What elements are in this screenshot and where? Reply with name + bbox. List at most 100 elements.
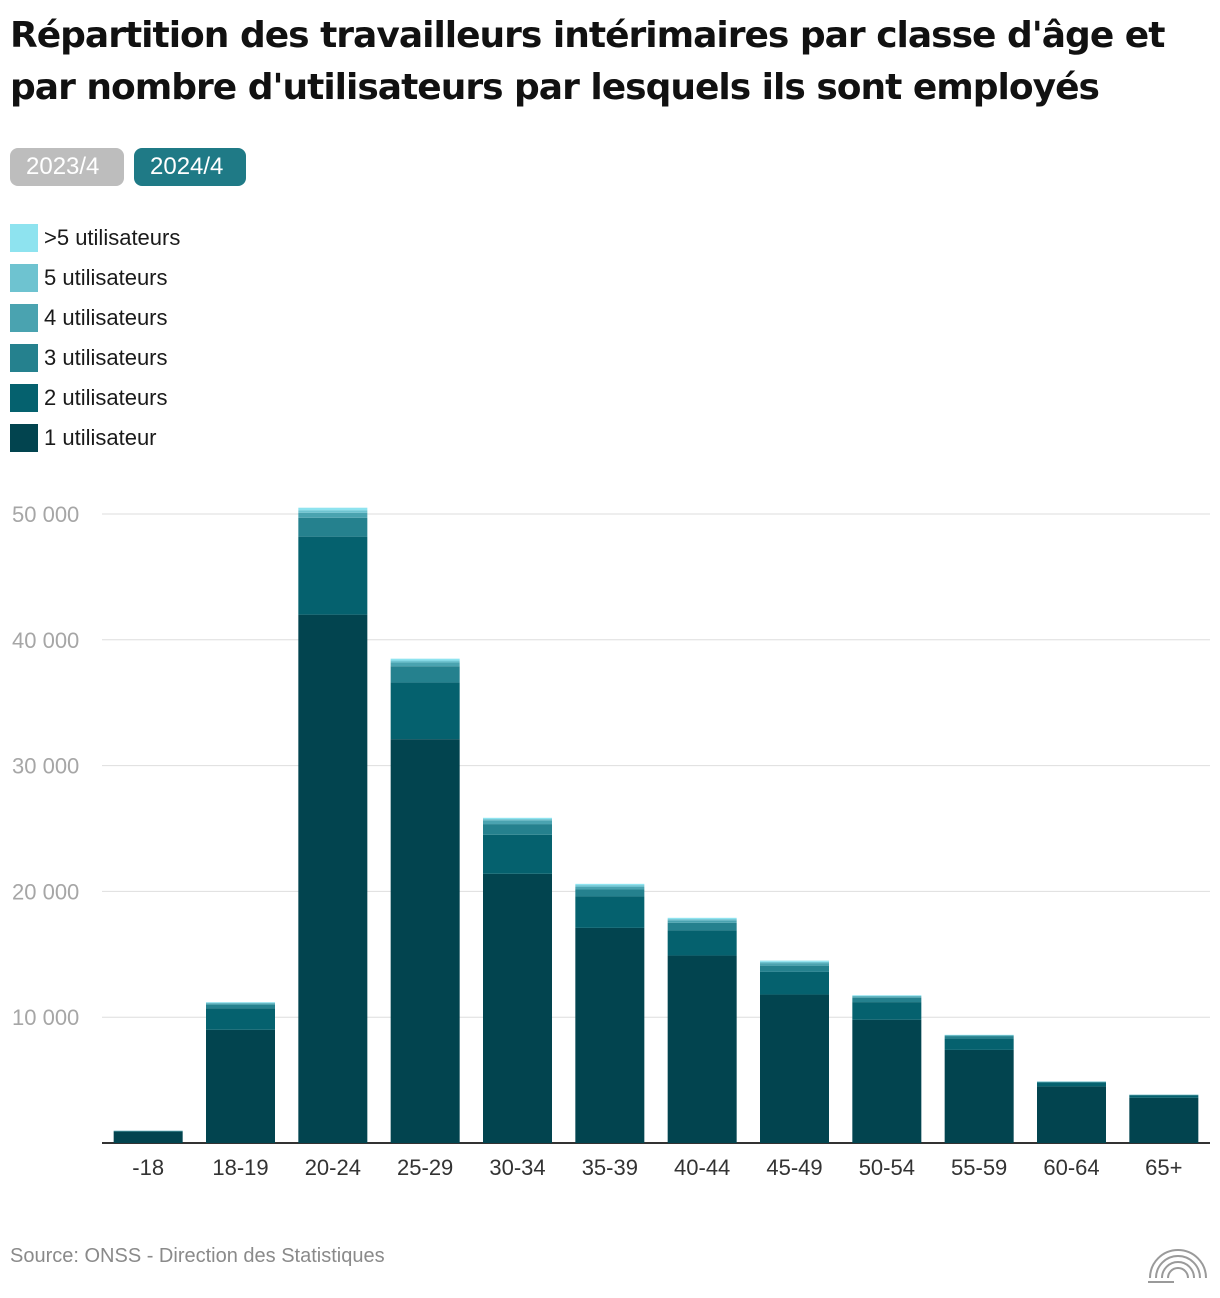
bar-segment[interactable] bbox=[298, 614, 368, 1143]
y-tick-label: 50 000 bbox=[12, 502, 79, 527]
legend-item: 5 utilisateurs bbox=[10, 258, 180, 298]
bar-segment[interactable] bbox=[575, 886, 645, 890]
legend: >5 utilisateurs 5 utilisateurs 4 utilisa… bbox=[10, 218, 180, 458]
bar-segment[interactable] bbox=[852, 995, 922, 997]
bar-segment[interactable] bbox=[390, 658, 460, 661]
grid-lines bbox=[102, 513, 1210, 1144]
bar-segment[interactable] bbox=[390, 682, 460, 740]
bar-segment[interactable] bbox=[760, 994, 829, 1143]
bar-segment[interactable] bbox=[575, 885, 645, 887]
bar-segment[interactable] bbox=[944, 1035, 1014, 1037]
bar-segment[interactable] bbox=[852, 995, 922, 996]
bar-segment[interactable] bbox=[298, 512, 368, 518]
legend-swatch bbox=[10, 304, 38, 332]
chart-title: Répartition des travailleurs intérimaire… bbox=[10, 15, 1165, 108]
bar-segment[interactable] bbox=[760, 963, 829, 966]
legend-label: 1 utilisateur bbox=[44, 425, 157, 450]
legend-swatch bbox=[10, 344, 38, 372]
x-tick-label: 60-64 bbox=[1043, 1155, 1099, 1180]
x-tick-label: 45-49 bbox=[766, 1155, 822, 1180]
bar-segment[interactable] bbox=[390, 662, 460, 667]
bar-segment[interactable] bbox=[760, 965, 829, 972]
bar-segment[interactable] bbox=[390, 739, 460, 1143]
source-note: Source: ONSS - Direction des Statistique… bbox=[10, 1245, 385, 1267]
bar-segment[interactable] bbox=[483, 819, 552, 821]
bar-segment[interactable] bbox=[667, 917, 737, 920]
x-tick-label: 35-39 bbox=[582, 1155, 638, 1180]
bar-segment[interactable] bbox=[1037, 1082, 1106, 1087]
x-tick-label: 30-34 bbox=[489, 1155, 545, 1180]
bar-segment[interactable] bbox=[483, 824, 552, 835]
bar-segment[interactable] bbox=[852, 997, 922, 1003]
bar-segment[interactable] bbox=[944, 1038, 1014, 1050]
rainbow-arcs-logo-icon bbox=[1148, 1249, 1207, 1283]
bar-segment[interactable] bbox=[852, 1019, 922, 1143]
x-tick-label: 50-54 bbox=[859, 1155, 915, 1180]
bar-segment[interactable] bbox=[483, 873, 552, 1143]
x-tick-label: -18 bbox=[132, 1155, 164, 1180]
legend-label: 5 utilisateurs bbox=[44, 265, 168, 290]
bar-segment[interactable] bbox=[206, 1004, 275, 1009]
bar-segment[interactable] bbox=[667, 955, 737, 1143]
bar-segment[interactable] bbox=[390, 660, 460, 663]
bar-segment[interactable] bbox=[298, 517, 368, 537]
bar-segment[interactable] bbox=[206, 1029, 275, 1143]
bar-segment[interactable] bbox=[667, 930, 737, 956]
bar-segment[interactable] bbox=[944, 1049, 1014, 1143]
bar-segment[interactable] bbox=[483, 820, 552, 825]
legend-swatch bbox=[10, 224, 38, 252]
period-tabs: 2023/4 2024/4 bbox=[10, 148, 246, 186]
bar-segment[interactable] bbox=[944, 1036, 1014, 1039]
bar-segment[interactable] bbox=[667, 919, 737, 921]
bar-segment[interactable] bbox=[760, 960, 829, 962]
y-tick-label: 30 000 bbox=[12, 754, 79, 779]
bar-segment[interactable] bbox=[1037, 1086, 1106, 1143]
bar-segment[interactable] bbox=[1037, 1081, 1106, 1083]
x-tick-label: 55-59 bbox=[951, 1155, 1007, 1180]
legend-item: >5 utilisateurs bbox=[10, 218, 180, 258]
bar-segment[interactable] bbox=[298, 536, 368, 615]
bar-segment[interactable] bbox=[483, 817, 552, 820]
bar-segment[interactable] bbox=[206, 1002, 275, 1004]
bar-segment[interactable] bbox=[298, 507, 368, 511]
legend-label: >5 utilisateurs bbox=[44, 225, 181, 250]
x-tick-label: 40-44 bbox=[674, 1155, 730, 1180]
bar-segment[interactable] bbox=[1129, 1095, 1199, 1098]
bar-segment[interactable] bbox=[667, 920, 737, 923]
bars bbox=[113, 507, 1199, 1143]
bar-segment[interactable] bbox=[667, 922, 737, 931]
y-tick-label: 40 000 bbox=[12, 628, 79, 653]
bar-segment[interactable] bbox=[852, 1002, 922, 1020]
bar-segment[interactable] bbox=[298, 510, 368, 513]
legend-item: 2 utilisateurs bbox=[10, 378, 180, 418]
legend-label: 2 utilisateurs bbox=[44, 385, 168, 410]
stacked-bar-chart: 10 000 20 000 30 000 40 000 50 000 -18 18-19 20… bbox=[12, 502, 1210, 1180]
legend-item: 1 utilisateur bbox=[10, 418, 180, 458]
x-tick-label: 20-24 bbox=[305, 1155, 361, 1180]
bar-segment[interactable] bbox=[575, 896, 645, 928]
tab-2024-4[interactable]: 2024/4 bbox=[134, 148, 246, 186]
bar-segment[interactable] bbox=[206, 1008, 275, 1030]
bar-segment[interactable] bbox=[206, 1002, 275, 1003]
x-tick-label: 18-19 bbox=[212, 1155, 268, 1180]
bar-segment[interactable] bbox=[1129, 1097, 1199, 1143]
legend-item: 4 utilisateurs bbox=[10, 298, 180, 338]
bar-segment[interactable] bbox=[852, 996, 922, 998]
bar-segment[interactable] bbox=[760, 971, 829, 995]
x-tick-label: 65+ bbox=[1145, 1155, 1182, 1180]
bar-segment[interactable] bbox=[483, 834, 552, 874]
bar-segment[interactable] bbox=[575, 927, 645, 1143]
tab-2023-4[interactable]: 2023/4 bbox=[10, 148, 124, 186]
bar-segment[interactable] bbox=[575, 883, 645, 886]
x-tick-label: 25-29 bbox=[397, 1155, 453, 1180]
y-tick-label: 10 000 bbox=[12, 1005, 79, 1030]
legend-swatch bbox=[10, 424, 38, 452]
legend-item: 3 utilisateurs bbox=[10, 338, 180, 378]
bar-segment[interactable] bbox=[113, 1131, 183, 1132]
bar-segment[interactable] bbox=[575, 889, 645, 897]
bar-segment[interactable] bbox=[760, 961, 829, 964]
bar-segment[interactable] bbox=[206, 1003, 275, 1005]
legend-label: 4 utilisateurs bbox=[44, 305, 168, 330]
bar-segment[interactable] bbox=[390, 666, 460, 683]
bar-segment[interactable] bbox=[113, 1131, 183, 1143]
